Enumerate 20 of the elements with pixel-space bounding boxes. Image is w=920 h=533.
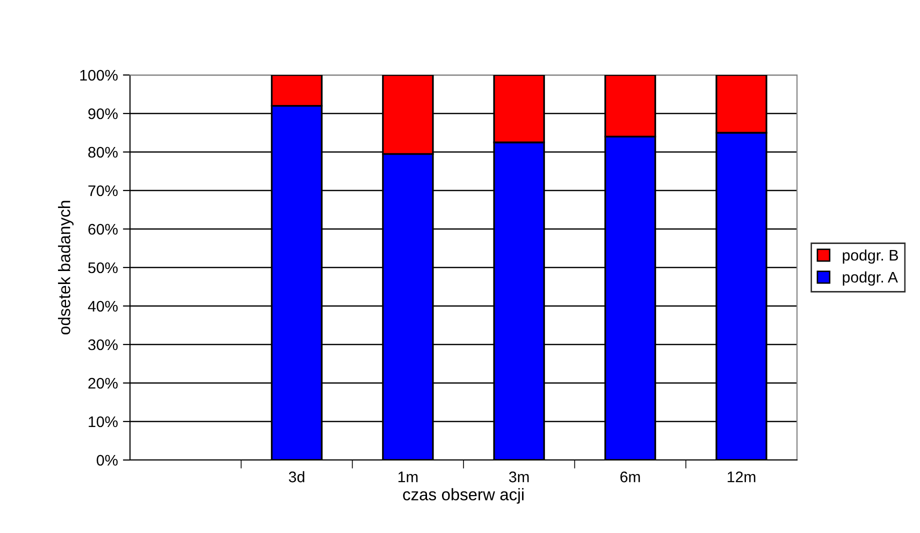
y-tick-label: 90% [88,108,118,120]
y-tick-label: 20% [88,378,118,389]
y-tick-label: 100% [80,70,118,81]
y-tick-label: 10% [88,416,118,428]
y-tick-label: 80% [88,146,118,158]
x-tick-label: 12m [728,472,756,482]
legend-label: podgr. A [842,271,898,286]
y-tick-label: 40% [88,300,118,312]
x-tick-label: 6m [620,472,640,482]
y-tick-label: 60% [88,224,118,235]
y-tick-label: 0% [96,454,118,466]
x-tick-label: 3m [509,472,529,482]
y-tick-label: 30% [88,339,118,350]
x-tick-label: 3d [288,471,304,482]
y-tick-label: 70% [88,185,118,196]
y-tick-label: 50% [88,262,118,274]
x-tick-label: 1m [398,472,418,482]
y-axis-title: odsetek badanych [58,200,74,334]
legend-label: podgr. B [842,249,898,264]
x-axis-title: czas obserw acji [403,488,524,504]
